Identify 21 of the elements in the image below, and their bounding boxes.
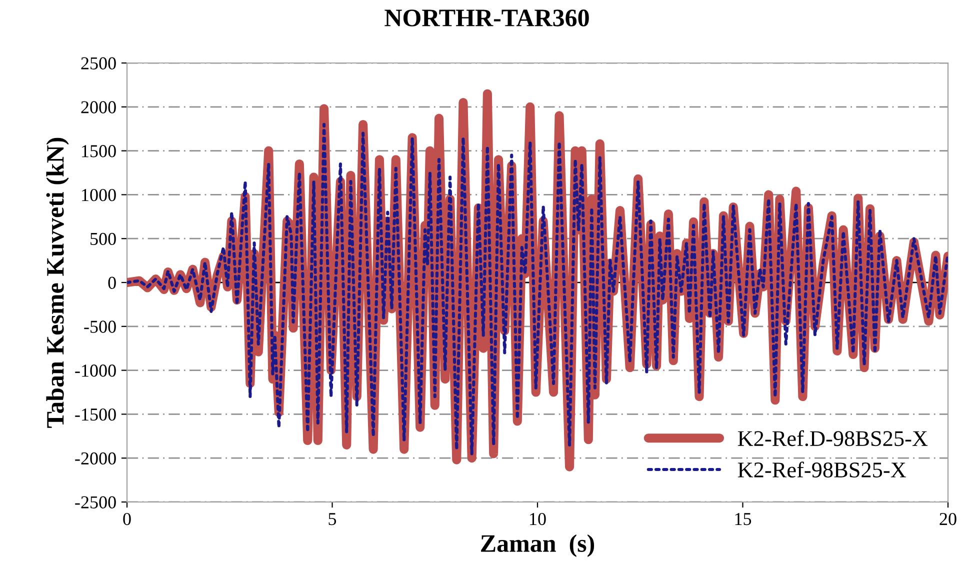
y-tick-label: -1000 [75,364,116,377]
y-tick-label: 1000 [82,188,116,202]
x-tick-label: 10 [530,512,546,526]
y-tick-label: 2000 [81,101,116,114]
y-axis-title: Taban Kesme Kuvveti (kN) [46,138,69,428]
x-tick-label: 15 [735,513,752,526]
x-axis-title: Zaman (s) [481,534,594,558]
legend-label: K2-Ref-98BS25-X [738,462,906,478]
y-tick-label: 500 [90,232,116,246]
x-tick-label: 0 [123,512,131,526]
x-tick-label: 5 [328,513,336,526]
y-tick-label: -500 [84,320,116,333]
y-tick-label: 0 [108,276,116,289]
chart-title: NORTHR-TAR360 [384,10,589,26]
y-tick-label: 2500 [81,57,116,70]
y-tick-label: -2000 [75,452,116,465]
y-tick-label: 1500 [82,145,116,158]
y-tick-label: -1500 [75,408,116,421]
x-tick-label: 20 [940,512,956,526]
y-tick-label: -2500 [75,496,116,508]
legend-label: K2-Ref.D-98BS25-X [738,430,928,446]
